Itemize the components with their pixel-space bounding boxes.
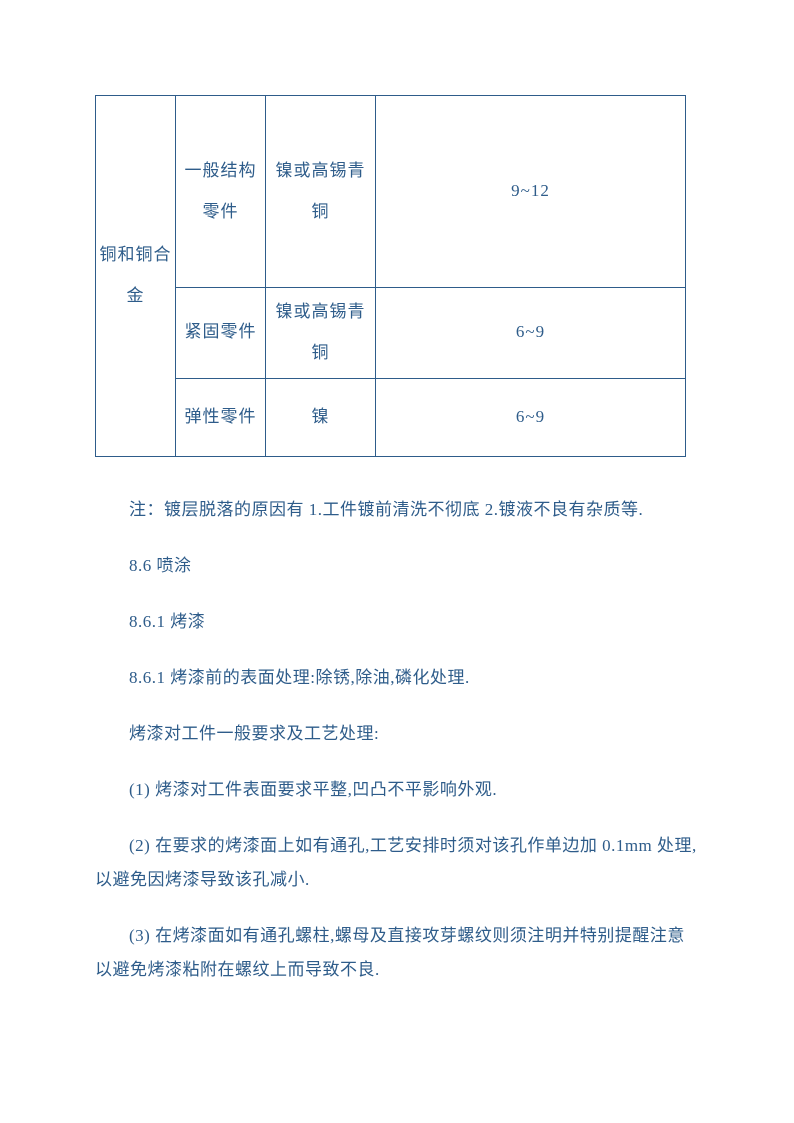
coating-cell: 镍或高锡青铜 [266, 288, 376, 379]
part-type-cell: 一般结构零件 [176, 96, 266, 288]
part-type-cell: 紧固零件 [176, 288, 266, 379]
range-cell: 9~12 [376, 96, 686, 288]
range-cell: 6~9 [376, 288, 686, 379]
part-type-cell: 弹性零件 [176, 378, 266, 456]
coating-cell: 镍 [266, 378, 376, 456]
requirement-item-1: (1) 烤漆对工件表面要求平整,凹凸不平影响外观. [95, 773, 699, 807]
range-cell: 6~9 [376, 378, 686, 456]
plating-table: 铜和铜合金 一般结构零件 镍或高锡青铜 9~12 紧固零件 镍或高锡青铜 6~9… [95, 95, 686, 457]
requirement-item-3: (3) 在烤漆面如有通孔螺柱,螺母及直接攻芽螺纹则须注明并特别提醒注意以避免烤漆… [95, 919, 699, 987]
section-heading: 8.6 喷涂 [95, 549, 699, 583]
note-paragraph: 注：镀层脱落的原因有 1.工件镀前清洗不彻底 2.镀液不良有杂质等. [95, 493, 699, 527]
requirement-item-2: (2) 在要求的烤漆面上如有通孔,工艺安排时须对该孔作单边加 0.1mm 处理,… [95, 829, 699, 897]
subsection-heading: 8.6.1 烤漆 [95, 605, 699, 639]
coating-cell: 镍或高锡青铜 [266, 96, 376, 288]
subsection-text: 8.6.1 烤漆前的表面处理:除锈,除油,磷化处理. [95, 661, 699, 695]
material-cell: 铜和铜合金 [96, 96, 176, 457]
requirements-intro: 烤漆对工件一般要求及工艺处理: [95, 717, 699, 751]
